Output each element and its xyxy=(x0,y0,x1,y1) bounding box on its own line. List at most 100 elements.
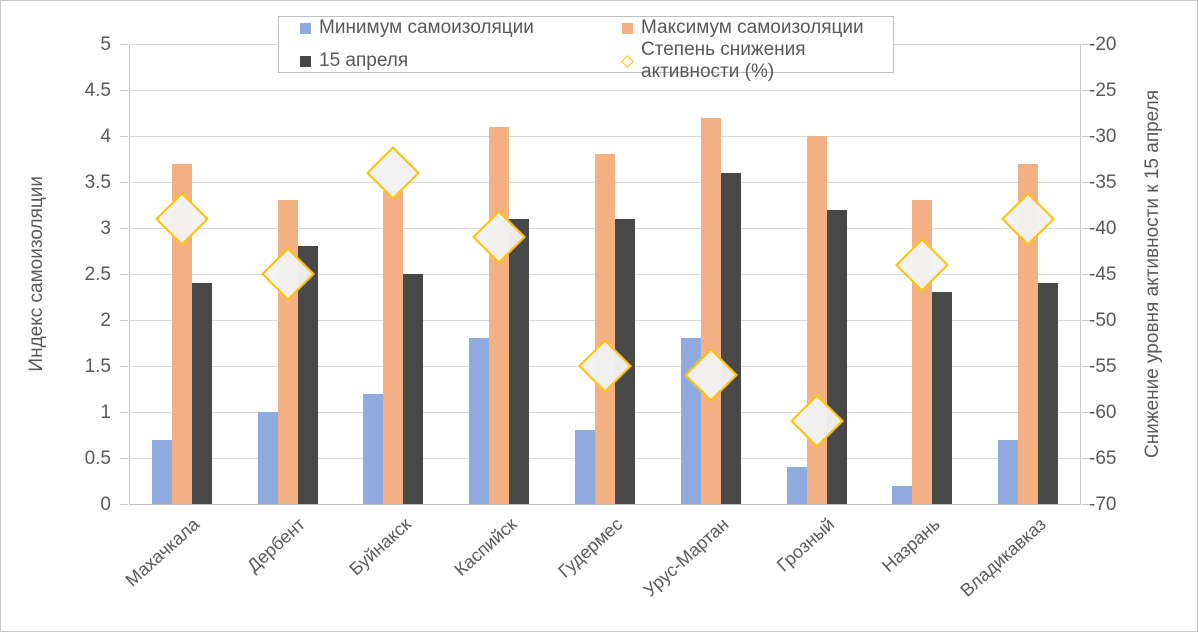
ytick-left-2: 2 xyxy=(100,310,111,331)
tickmark-left xyxy=(120,503,128,505)
category-label-Владикавказ: Владикавказ xyxy=(956,514,1050,601)
ytick-left-0.5: 0.5 xyxy=(84,448,111,469)
right-axis-title: Снижение уровня активности к 15 апреля xyxy=(1139,44,1167,504)
ytick-right--70: -70 xyxy=(1089,494,1117,515)
bar-series3-Дербент xyxy=(297,246,318,504)
bar-group-6 xyxy=(658,44,764,504)
legend-marker-diamond xyxy=(621,54,634,68)
legend-item: Минимум самоизоляции xyxy=(300,17,622,39)
bar-series2-Буйнакск xyxy=(383,191,404,504)
ytick-right--65: -65 xyxy=(1089,448,1117,469)
legend-item: Степень снижения активности (%) xyxy=(621,39,893,83)
ytick-right--45: -45 xyxy=(1089,264,1117,285)
ytick-right--35: -35 xyxy=(1089,172,1117,193)
tickmark-left xyxy=(120,181,128,183)
tickmark-right xyxy=(1082,365,1090,367)
legend-label: 15 апреля xyxy=(319,50,409,71)
tickmark-right xyxy=(1082,43,1090,45)
category-label-Назрань: Назрань xyxy=(878,514,944,576)
legend-marker-Минимум самоизоляции xyxy=(300,22,311,34)
bar-series2-Махачкала xyxy=(171,163,192,504)
legend: Минимум самоизоляции Максимум самоизоляци… xyxy=(278,16,894,82)
tickmark-right xyxy=(1082,181,1090,183)
ytick-left-5: 5 xyxy=(100,34,111,55)
ytick-right--25: -25 xyxy=(1089,80,1117,101)
right-axis-title-text: Снижение уровня активности к 15 апреля xyxy=(1142,89,1163,459)
bar-series1-Грозный xyxy=(786,467,807,504)
ytick-left-0: 0 xyxy=(100,494,111,515)
tickmark-left xyxy=(120,89,128,91)
legend-label: Минимум самоизоляции xyxy=(319,17,534,38)
ytick-right--55: -55 xyxy=(1089,356,1117,377)
left-axis-line xyxy=(129,44,130,504)
right-axis-line xyxy=(1080,44,1081,504)
ytick-left-3: 3 xyxy=(100,218,111,239)
bar-series3-Буйнакск xyxy=(403,274,424,504)
bar-series3-Урус-Мартан xyxy=(720,172,741,504)
ytick-right--50: -50 xyxy=(1089,310,1117,331)
bar-series1-Гудермес xyxy=(575,430,596,504)
bar-series1-Дербент xyxy=(257,412,278,504)
legend-item: Максимум самоизоляции xyxy=(622,17,893,39)
bar-series3-Владикавказ xyxy=(1038,283,1059,504)
tickmark-right xyxy=(1082,89,1090,91)
tickmark-left xyxy=(120,411,128,413)
bar-group-4 xyxy=(446,44,552,504)
ytick-left-2.5: 2.5 xyxy=(84,264,111,285)
category-label-Грозный: Грозный xyxy=(772,514,838,576)
bar-series1-Буйнакск xyxy=(363,393,384,504)
tickmark-right xyxy=(1082,135,1090,137)
ytick-left-4.5: 4.5 xyxy=(84,80,111,101)
legend-label: Степень снижения активности (%) xyxy=(641,39,806,82)
tickmark-left xyxy=(120,457,128,459)
legend-marker-Максимум самоизоляции xyxy=(622,22,633,34)
legend-item: 15 апреля xyxy=(300,50,622,72)
bar-series1-Махачкала xyxy=(151,439,172,504)
bar-series2-Гудермес xyxy=(595,154,616,504)
tickmark-right xyxy=(1082,503,1090,505)
bar-group-5 xyxy=(552,44,658,504)
ytick-left-1: 1 xyxy=(100,402,111,423)
category-label-Каспийск: Каспийск xyxy=(450,514,521,580)
bar-series2-Каспийск xyxy=(489,126,510,504)
tickmark-left xyxy=(120,227,128,229)
bar-series1-Назрань xyxy=(892,485,913,504)
tickmark-left xyxy=(120,319,128,321)
category-label-Махачкала: Махачкала xyxy=(121,514,204,591)
tickmark-left xyxy=(120,43,128,45)
tickmark-left xyxy=(120,135,128,137)
ytick-right--20: -20 xyxy=(1089,34,1117,55)
legend-label: Максимум самоизоляции xyxy=(641,17,864,38)
tickmark-right xyxy=(1082,273,1090,275)
bar-series2-Владикавказ xyxy=(1018,163,1039,504)
ytick-left-1.5: 1.5 xyxy=(84,356,111,377)
tickmark-left xyxy=(120,273,128,275)
tickmark-left xyxy=(120,365,128,367)
bar-series2-Грозный xyxy=(806,136,827,504)
category-label-Буйнакск: Буйнакск xyxy=(345,514,415,580)
bar-series1-Владикавказ xyxy=(998,439,1019,504)
bar-group-9 xyxy=(975,44,1081,504)
bar-series3-Каспийск xyxy=(509,218,530,504)
legend-marker-15 апреля xyxy=(300,55,311,67)
gridline xyxy=(129,135,1081,137)
ytick-right--40: -40 xyxy=(1089,218,1117,239)
category-label-Гудермес: Гудермес xyxy=(554,514,627,582)
category-label-Урус-Мартан: Урус-Мартан xyxy=(639,514,733,601)
plot-area xyxy=(129,43,1081,505)
ytick-right--60: -60 xyxy=(1089,402,1117,423)
tickmark-right xyxy=(1082,319,1090,321)
bar-series3-Назрань xyxy=(932,292,953,504)
ytick-left-3.5: 3.5 xyxy=(84,172,111,193)
bar-series1-Каспийск xyxy=(469,338,490,504)
bar-group-3 xyxy=(341,44,447,504)
ytick-right--30: -30 xyxy=(1089,126,1117,147)
tickmark-right xyxy=(1082,227,1090,229)
category-label-Дербент: Дербент xyxy=(243,514,310,577)
x-axis-line xyxy=(129,503,1081,505)
tickmark-right xyxy=(1082,411,1090,413)
ytick-left-4: 4 xyxy=(100,126,111,147)
bar-group-1 xyxy=(129,44,235,504)
gridline xyxy=(129,89,1081,91)
